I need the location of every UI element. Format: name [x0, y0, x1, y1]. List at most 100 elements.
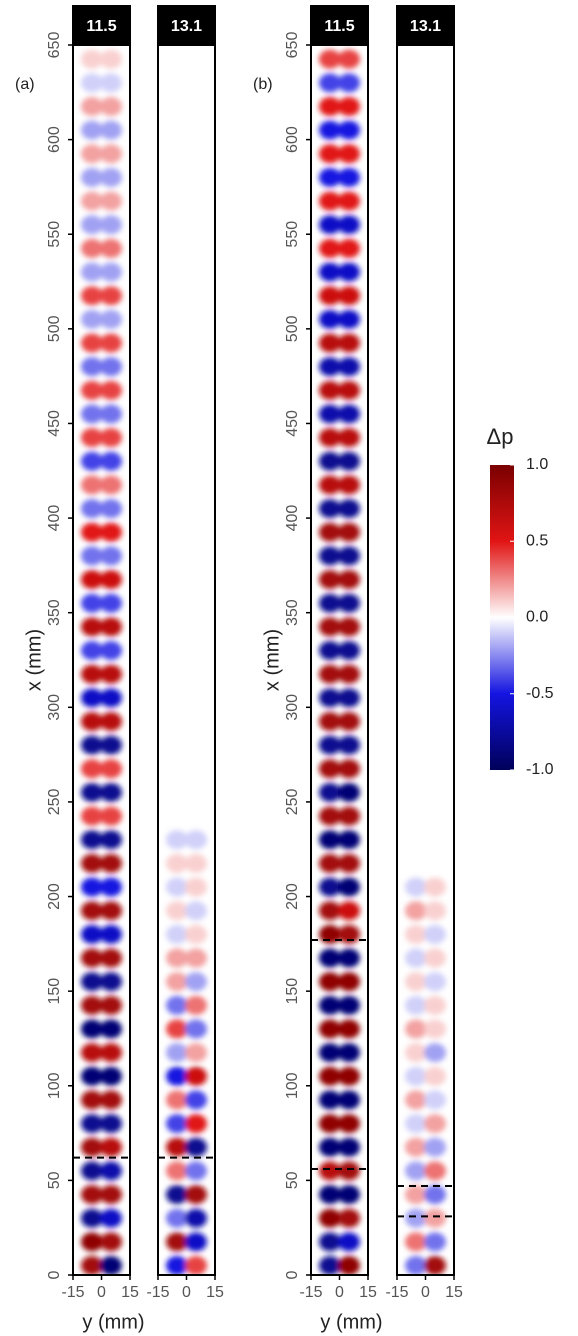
pressure-blob — [185, 1161, 207, 1181]
pressure-blob — [100, 475, 122, 495]
pressure-blob — [424, 948, 446, 968]
pressure-blob — [185, 853, 207, 873]
pressure-blob — [338, 1208, 360, 1228]
y-tick-label: 150 — [284, 978, 301, 1005]
pressure-blob — [81, 97, 103, 116]
pressure-blob — [81, 49, 103, 69]
pressure-blob — [166, 1043, 188, 1063]
pressure-blob — [338, 972, 360, 992]
pressure-blob — [338, 617, 360, 637]
pressure-blob — [185, 1090, 207, 1110]
pressure-blob — [319, 688, 341, 708]
pressure-blob — [100, 688, 122, 708]
pressure-blob — [81, 191, 103, 211]
pressure-blob — [338, 782, 360, 802]
pressure-blob — [319, 404, 341, 424]
x-axis-title: y (mm) — [82, 1311, 144, 1333]
pressure-blob — [100, 357, 122, 377]
pressure-blob — [100, 215, 122, 235]
pressure-blob — [100, 404, 122, 424]
colorbar-tick-label: 1.0 — [526, 456, 548, 473]
pressure-blob — [424, 1256, 446, 1275]
pressure-blob — [319, 262, 341, 282]
panel-title: 13.1 — [171, 18, 202, 35]
pressure-blob — [81, 73, 103, 93]
pressure-blob — [100, 877, 122, 897]
pressure-blob — [319, 144, 341, 164]
pressure-blob — [166, 877, 188, 897]
pressure-blob — [405, 1066, 427, 1086]
pressure-blob — [81, 1043, 103, 1063]
pressure-blob — [166, 853, 188, 873]
pressure-blob — [338, 995, 360, 1015]
y-tick-label: 450 — [284, 410, 301, 437]
y-tick-label: 500 — [284, 315, 301, 342]
y-tick-label: 150 — [46, 978, 63, 1005]
pressure-blob — [100, 451, 122, 471]
pressure-blob — [81, 546, 103, 566]
pressure-blob — [338, 806, 360, 826]
pressure-blob — [166, 1232, 188, 1252]
pressure-blob — [319, 1043, 341, 1063]
y-tick-label: 600 — [284, 126, 301, 153]
pressure-blob — [166, 1256, 188, 1275]
pressure-blob — [338, 357, 360, 377]
pressure-blob — [185, 948, 207, 968]
panel-label: (b) — [253, 76, 273, 93]
pressure-blob — [100, 1090, 122, 1110]
pressure-blob — [319, 73, 341, 93]
pressure-blob — [338, 546, 360, 566]
pressure-blob — [185, 995, 207, 1015]
pressure-blob — [319, 570, 341, 590]
pressure-blob — [338, 380, 360, 400]
pressure-blob — [405, 1019, 427, 1039]
pressure-blob — [338, 475, 360, 495]
pressure-blob — [81, 1090, 103, 1110]
pressure-blob — [338, 1161, 360, 1181]
pressure-blob — [319, 830, 341, 850]
pressure-blob — [100, 309, 122, 329]
pressure-blob — [319, 215, 341, 235]
pressure-blob — [424, 1019, 446, 1039]
pressure-blob — [166, 1185, 188, 1205]
heatmap-field — [397, 877, 454, 1275]
x-tick-label: 15 — [445, 1284, 463, 1301]
pressure-blob — [81, 664, 103, 684]
pressure-blob — [100, 144, 122, 164]
y-tick-label: 200 — [46, 883, 63, 910]
y-tick-label: 350 — [46, 599, 63, 626]
colorbar-tick-label: -0.5 — [526, 685, 554, 702]
pressure-blob — [166, 948, 188, 968]
y-tick-label: 100 — [46, 1072, 63, 1099]
pressure-blob — [81, 853, 103, 873]
pressure-blob — [319, 1090, 341, 1110]
x-tick-label: 0 — [97, 1284, 106, 1301]
pressure-blob — [319, 380, 341, 400]
pressure-blob — [319, 948, 341, 968]
y-tick-label: 50 — [46, 1171, 63, 1189]
y-tick-label: 300 — [284, 694, 301, 721]
x-tick-label: 15 — [121, 1284, 139, 1301]
pressure-blob — [100, 972, 122, 992]
y-tick-label: 250 — [46, 788, 63, 815]
pressure-blob — [319, 309, 341, 329]
pressure-blob — [81, 782, 103, 802]
pressure-blob — [81, 617, 103, 637]
pressure-blob — [338, 73, 360, 93]
pressure-blob — [338, 404, 360, 424]
pressure-blob — [100, 1232, 122, 1252]
pressure-blob — [405, 877, 427, 897]
pressure-blob — [81, 995, 103, 1015]
y-tick-label: 450 — [46, 410, 63, 437]
pressure-blob — [405, 948, 427, 968]
pressure-blob — [338, 49, 360, 69]
pressure-blob — [166, 924, 188, 944]
pressure-blob — [166, 995, 188, 1015]
pressure-blob — [338, 688, 360, 708]
y-tick-label: 400 — [284, 505, 301, 532]
x-tick-label: -15 — [61, 1284, 84, 1301]
x-tick-label: -15 — [299, 1284, 322, 1301]
pressure-blob — [424, 1232, 446, 1252]
pressure-blob — [338, 1019, 360, 1039]
panel-background — [158, 45, 215, 1275]
